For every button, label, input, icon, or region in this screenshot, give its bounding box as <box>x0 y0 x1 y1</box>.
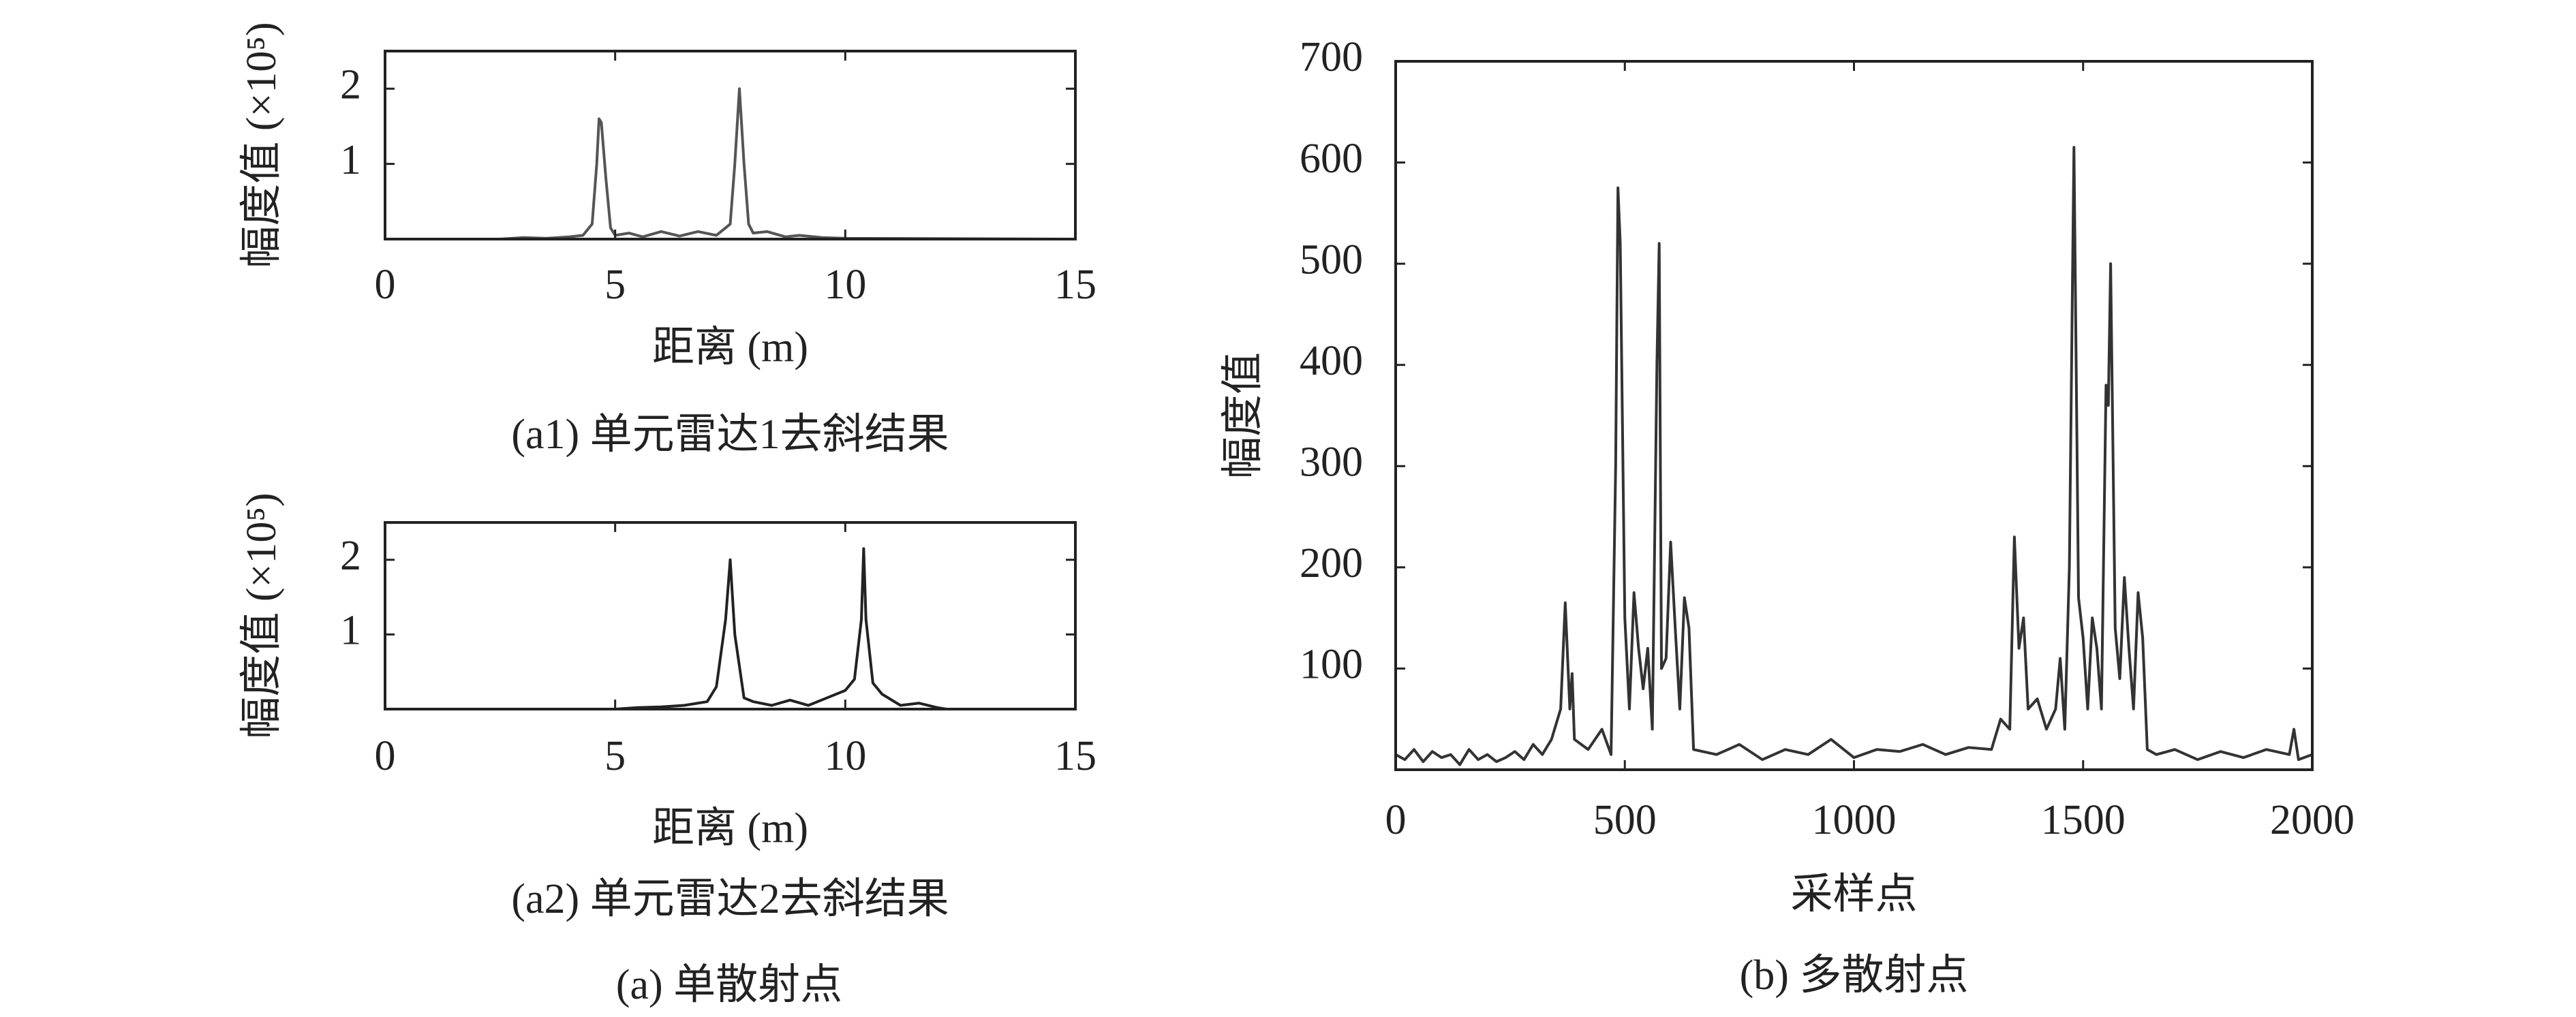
y-tick-label: 2 <box>340 533 361 579</box>
y-tick-label: 1 <box>340 608 361 654</box>
x-tick-label: 10 <box>824 262 866 308</box>
x-tick-label: 0 <box>1385 797 1407 843</box>
plot-frame <box>384 50 1077 240</box>
y-tick-label: 1 <box>340 137 361 183</box>
line-trace <box>1395 146 2313 766</box>
x-tick-label: 1500 <box>2041 797 2126 843</box>
x-axis-label: 采样点 <box>1790 871 1917 918</box>
x-tick-label: 0 <box>375 262 396 308</box>
y-tick-label: 200 <box>1300 540 1363 586</box>
plot-frame <box>384 521 1077 710</box>
y-axis-label: 幅度值 <box>1220 352 1266 479</box>
line-trace <box>615 547 947 710</box>
x-tick-label: 5 <box>604 262 626 308</box>
x-tick-label: 1000 <box>1812 797 1897 843</box>
x-tick-label: 10 <box>824 733 866 779</box>
x-tick-label: 15 <box>1054 262 1097 308</box>
y-axis-label: 幅度值 (×10⁵) <box>239 22 285 268</box>
group-caption: (a) 单散射点 <box>616 962 842 1008</box>
y-axis-label: 幅度值 (×10⁵) <box>239 492 285 738</box>
y-tick-label: 300 <box>1300 439 1363 486</box>
x-axis-label: 距离 (m) <box>652 324 808 371</box>
x-tick-label: 500 <box>1593 797 1657 843</box>
y-tick-label: 400 <box>1300 338 1363 384</box>
chart-caption: (a1) 单元雷达1去斜结果 <box>511 411 949 458</box>
x-axis-label: 距离 (m) <box>652 805 808 851</box>
x-tick-label: 5 <box>604 733 626 779</box>
x-tick-label: 2000 <box>2270 797 2355 843</box>
chart-caption: (a2) 单元雷达2去斜结果 <box>511 876 949 922</box>
plot-frame <box>1394 60 2314 771</box>
y-tick-label: 2 <box>340 61 361 108</box>
y-tick-label: 100 <box>1300 642 1363 688</box>
y-tick-label: 700 <box>1300 34 1363 80</box>
line-trace <box>500 87 1076 240</box>
x-tick-label: 15 <box>1054 733 1097 779</box>
y-tick-label: 500 <box>1300 236 1363 283</box>
x-tick-label: 0 <box>375 733 396 779</box>
y-tick-label: 600 <box>1300 136 1363 182</box>
chart-caption: (b) 多散射点 <box>1740 952 1969 999</box>
